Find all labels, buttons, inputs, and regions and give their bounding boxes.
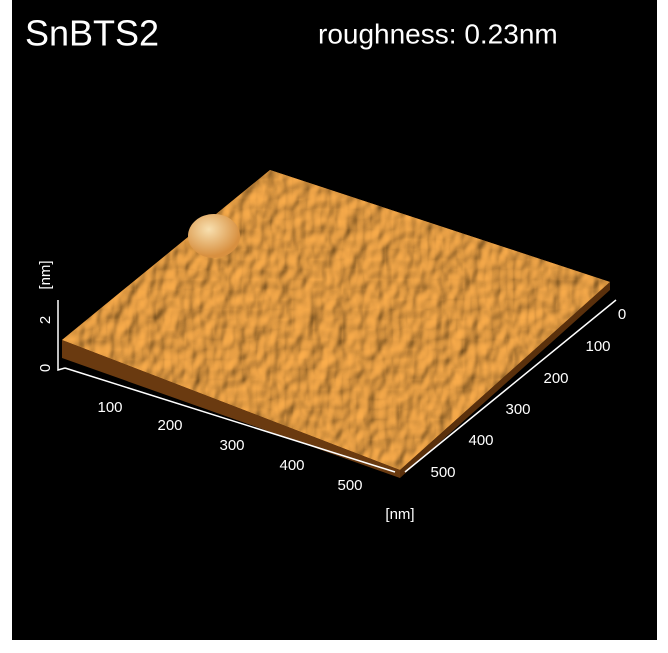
z-axis-unit: [nm] (37, 260, 54, 289)
x-tick-label: 300 (219, 437, 244, 454)
y-tick-label: 500 (430, 464, 455, 481)
x-tick-label: 500 (337, 477, 362, 494)
x-tick-label: 100 (97, 399, 122, 416)
y-tick-label: 0 (618, 306, 626, 323)
y-tick-label: 400 (468, 432, 493, 449)
z-tick-label: 0 (37, 364, 54, 372)
x-tick-label: 200 (157, 417, 182, 434)
y-tick-label: 100 (585, 338, 610, 355)
grain (188, 214, 240, 258)
y-tick-label: 200 (543, 370, 568, 387)
title: SnBTS2 (25, 13, 159, 54)
z-tick-label: 2 (37, 316, 54, 324)
annotation: roughness: 0.23nm (318, 18, 558, 49)
afm-image: SnBTS2 roughness: 0.23nm [nm] [nm] 10020… (0, 0, 668, 653)
x-tick-label: 400 (279, 457, 304, 474)
page: {"title": "SnBTS2", "annotation": "rough… (0, 0, 668, 653)
y-tick-label: 300 (505, 401, 530, 418)
x-axis-unit: [nm] (385, 506, 414, 523)
